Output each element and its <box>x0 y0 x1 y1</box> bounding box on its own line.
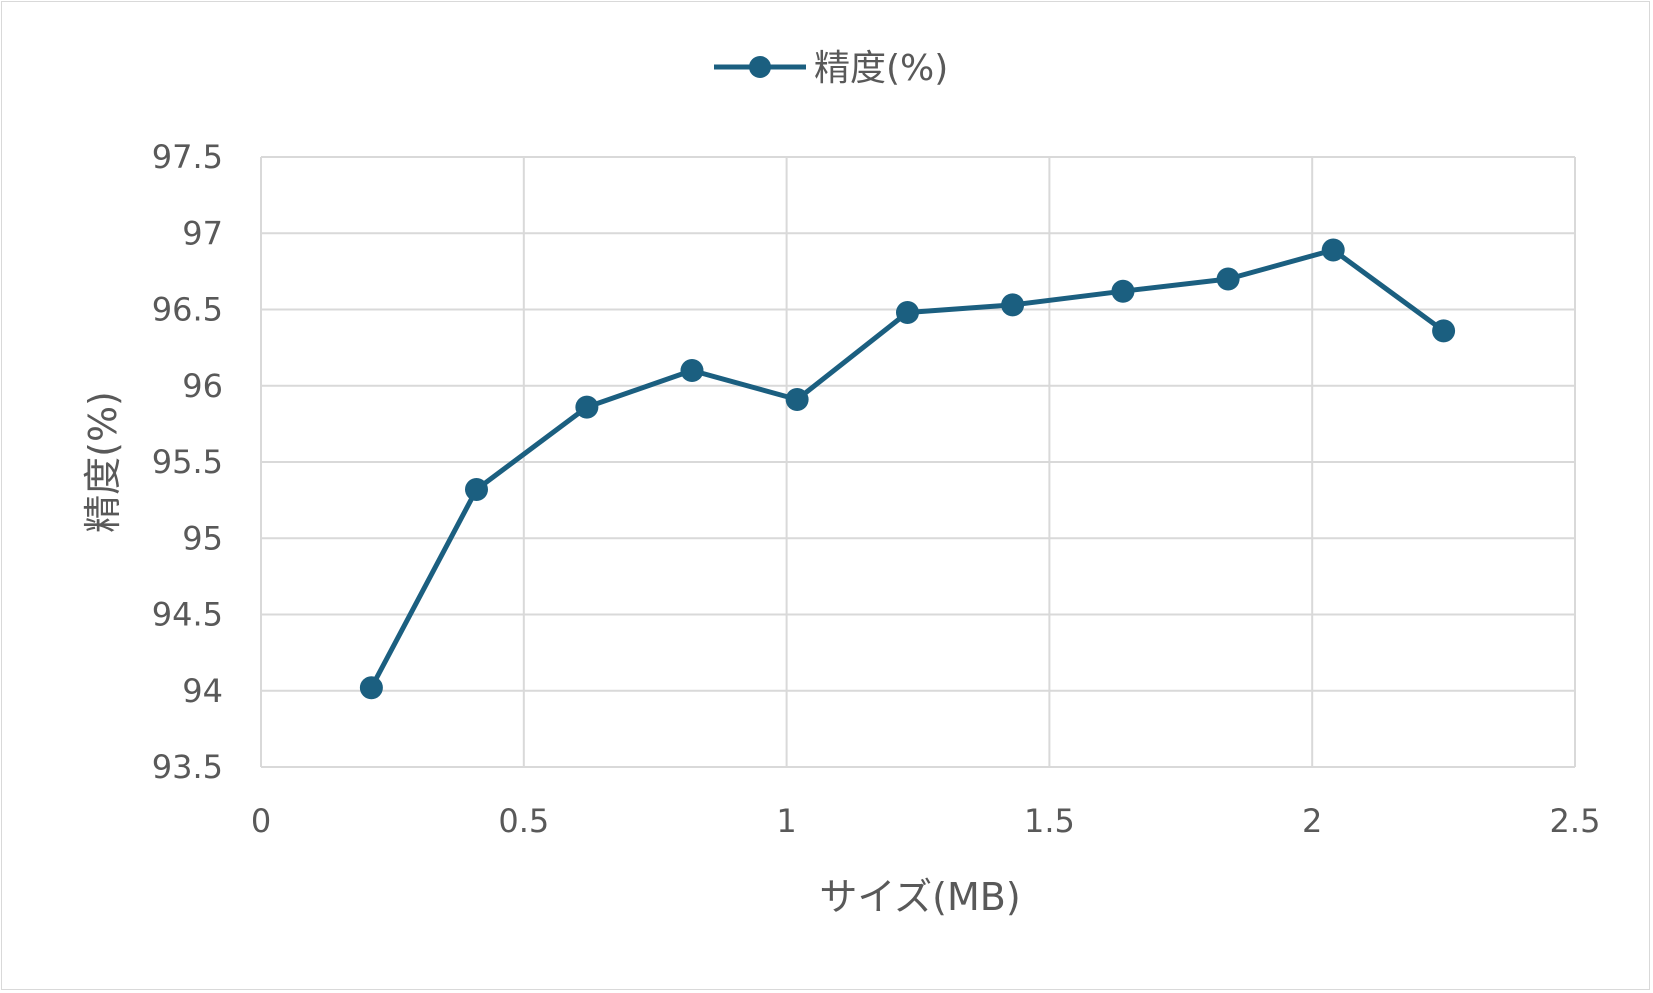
y-tick-label: 94.5 <box>152 596 223 634</box>
y-axis-ticks: 93.5 94 94.5 95 95.5 96 96.5 97 97.5 <box>152 138 223 786</box>
y-tick-label: 95 <box>182 519 223 557</box>
x-tick-label: 1.5 <box>1024 802 1075 840</box>
data-point <box>575 395 599 419</box>
x-axis-ticks: 0 0.5 1 1.5 2 2.5 <box>251 802 1601 840</box>
y-tick-label: 95.5 <box>152 443 223 481</box>
legend-marker <box>749 56 771 78</box>
data-point <box>464 477 488 501</box>
x-tick-label: 2 <box>1302 802 1322 840</box>
y-tick-label: 97.5 <box>152 138 223 176</box>
y-tick-label: 93.5 <box>152 748 223 786</box>
data-point <box>1321 238 1345 262</box>
y-tick-label: 97 <box>182 214 223 252</box>
x-tick-label: 2.5 <box>1550 802 1601 840</box>
data-point <box>1432 319 1456 343</box>
x-tick-label: 1 <box>776 802 796 840</box>
y-tick-label: 96 <box>182 367 223 405</box>
data-point <box>1001 293 1025 317</box>
x-tick-label: 0 <box>251 802 271 840</box>
legend: 精度(%) <box>714 48 948 89</box>
data-point <box>1216 267 1240 291</box>
y-axis-title: 精度(%) <box>81 391 125 533</box>
data-point <box>785 387 809 411</box>
y-tick-label: 94 <box>182 672 223 710</box>
data-point <box>895 301 919 325</box>
grid-lines <box>260 156 1576 768</box>
data-point <box>680 359 704 382</box>
x-axis-title: サイズ(MB) <box>819 875 1020 919</box>
x-tick-label: 0.5 <box>498 802 549 840</box>
series-group <box>359 238 1456 700</box>
data-point <box>359 676 383 700</box>
y-tick-label: 96.5 <box>152 291 223 329</box>
legend-series-label: 精度(%) <box>814 48 948 89</box>
data-point <box>1111 279 1135 303</box>
